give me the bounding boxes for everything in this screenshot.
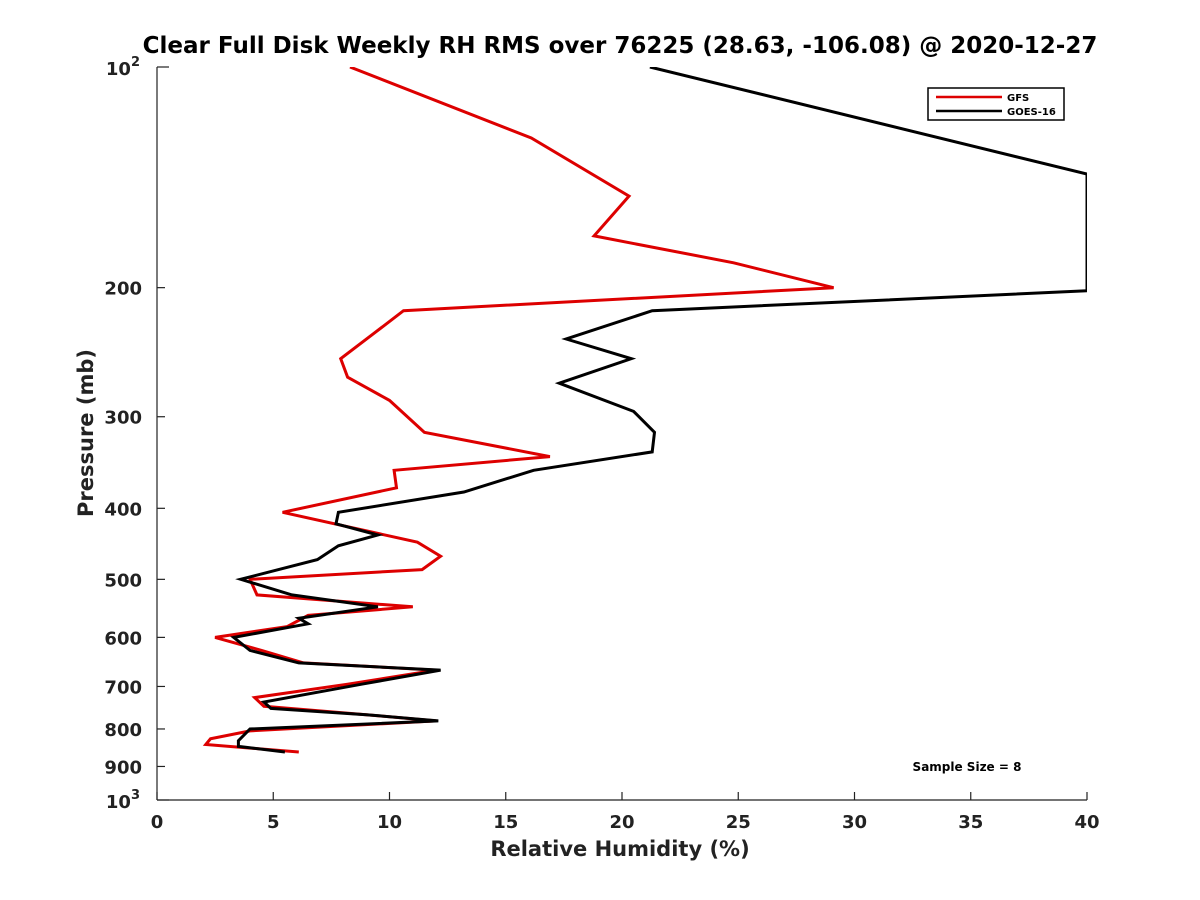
- y-tick-exponent: 2: [131, 55, 140, 70]
- legend-label-gfs: GFS: [1007, 93, 1029, 104]
- y-tick-label-power: 103: [106, 788, 140, 813]
- x-ticks: 0 5 10 15 20 25 30 35 40: [151, 792, 1100, 833]
- sample-size-annotation: Sample Size = 8: [913, 760, 1022, 774]
- x-tick-label: 25: [726, 812, 751, 833]
- y-ticks: 200 300 400 500 600 700 800 900 102 103: [104, 55, 169, 813]
- y-tick-label: 800: [104, 720, 142, 741]
- x-tick-label: 5: [267, 812, 280, 833]
- x-tick-label: 0: [151, 812, 164, 833]
- y-axis-label: Pressure (mb): [74, 349, 98, 517]
- x-tick-label: 30: [842, 812, 867, 833]
- x-tick-label: 20: [609, 812, 634, 833]
- y-tick-label: 700: [104, 677, 142, 698]
- y-tick-label: 900: [104, 757, 142, 778]
- y-tick-label: 200: [104, 279, 142, 300]
- y-tick-label: 500: [104, 570, 142, 591]
- x-tick-label: 10: [377, 812, 402, 833]
- legend-label-goes16: GOES-16: [1007, 107, 1056, 118]
- chart-title: Clear Full Disk Weekly RH RMS over 76225…: [143, 33, 1098, 59]
- series-line-gfs: [202, 67, 834, 754]
- plot-area: 0 5 10 15 20 25 30 35 40 200 300 400 500 600 700 800 90…: [104, 55, 1099, 833]
- x-tick-label: 40: [1074, 812, 1099, 833]
- legend-box: [927, 87, 1065, 121]
- series-layer: [202, 67, 1087, 754]
- y-tick-label: 400: [104, 499, 142, 520]
- y-tick-label: 300: [104, 408, 142, 429]
- x-tick-label: 35: [958, 812, 983, 833]
- y-tick-label: 600: [104, 628, 142, 649]
- y-tick-label-power: 102: [106, 55, 140, 80]
- legend: GFS GOES-16: [927, 87, 1065, 121]
- y-tick-exponent: 3: [131, 788, 140, 803]
- x-tick-label: 15: [493, 812, 518, 833]
- x-axis-label: Relative Humidity (%): [490, 837, 749, 861]
- series-line-goes16: [230, 67, 1087, 754]
